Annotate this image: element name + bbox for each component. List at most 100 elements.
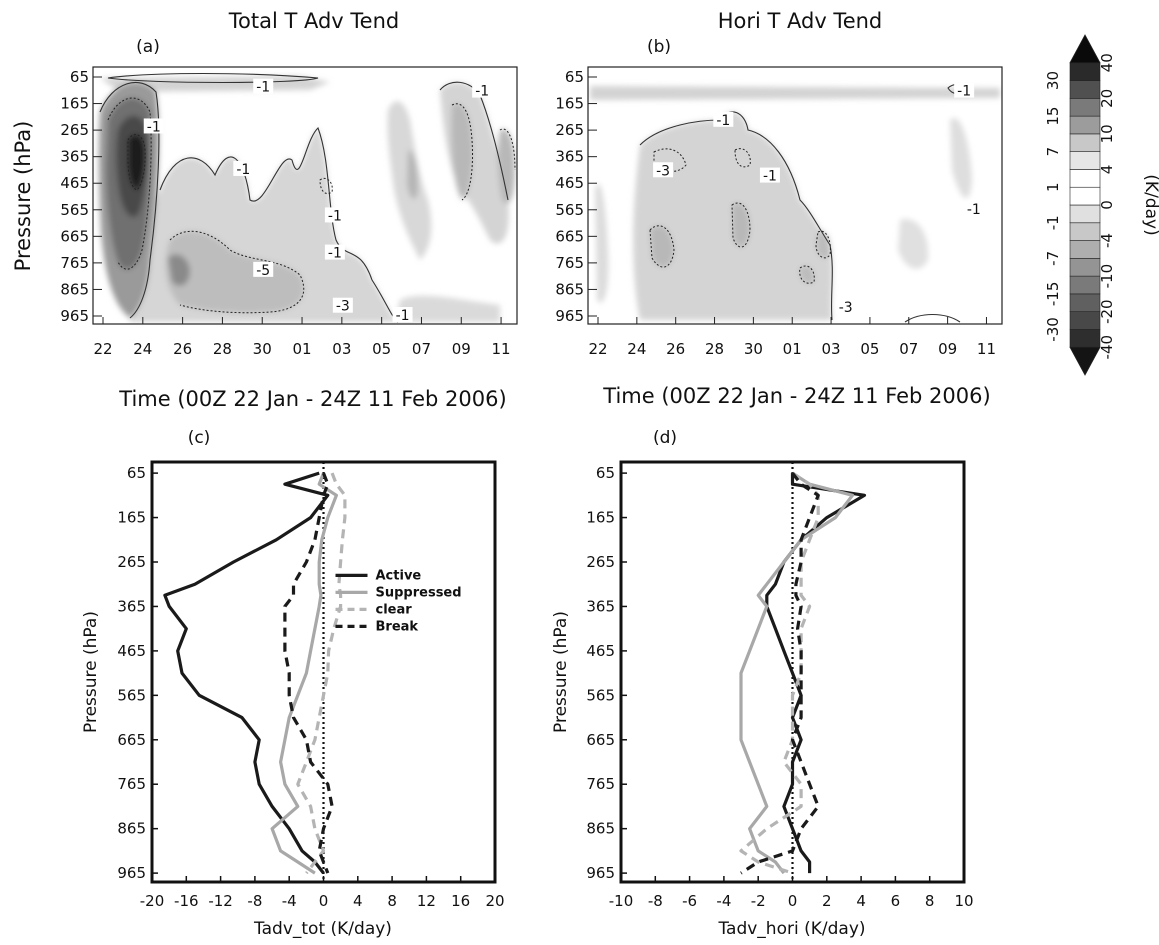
panel-b-xtick-label: 05: [860, 340, 879, 358]
panel-c-series-suppressed: [270, 472, 338, 875]
panel-c-xtick-label: 8: [387, 892, 397, 910]
panel-d-ytick-label: 865: [586, 820, 615, 838]
colorbar-label: -15: [1044, 282, 1062, 307]
panel-d-ytick-label: 65: [596, 464, 615, 482]
panel-a-contour-label-bg: [253, 78, 274, 94]
colorbar-cell: [1069, 222, 1101, 241]
panel-a-xtick-label: 26: [173, 340, 192, 358]
panel-c-xtick-label: 12: [417, 892, 436, 910]
panel-b-contour-label-bg: [835, 299, 856, 315]
panel-b: Hori T Adv Tend (b): [555, 9, 1003, 408]
panel-a-contour-label: -1: [328, 208, 342, 224]
panel-b-title: Hori T Adv Tend: [718, 9, 883, 33]
panel-b-xtick-label: 22: [588, 340, 607, 358]
panel-a-contour-label-bg: [332, 297, 353, 313]
panel-d-series-clear: [739, 471, 820, 875]
panel-b-ytick-label: 765: [555, 254, 584, 272]
panel-a-ytick-label: 565: [60, 201, 89, 219]
panel-b-contour-label: -1: [967, 202, 981, 218]
panel-b-ytick-label: 865: [555, 280, 584, 298]
panel-c-xtick-label: 4: [353, 892, 363, 910]
colorbar-cells: [1069, 34, 1101, 376]
colorbar-title: (K/day): [1141, 174, 1159, 235]
panel-b-y-ticks: 65 165 265 365 465 565 665 765 865 965: [555, 68, 597, 325]
panel-d-y-ticks: 65 165 265 365 465 565 665 765 865 965: [586, 464, 627, 882]
panel-a-xtick-label: 30: [253, 340, 272, 358]
panel-b-contour-label-bg: [713, 111, 734, 127]
panel-b-xtick-label: 11: [977, 340, 996, 358]
colorbar-cell: [1069, 80, 1101, 99]
panel-c-legend: Active Suppressed clear Break: [335, 568, 462, 634]
panel-b-xtick-label: 30: [744, 340, 763, 358]
panel-a-contour-label-bg: [392, 307, 413, 322]
panel-b-contour-label-bg: [653, 162, 674, 178]
panel-a-ytick-label: 465: [60, 174, 89, 192]
panel-c-ytick-label: 665: [117, 731, 146, 749]
panel-d-xtick-label: 4: [856, 892, 866, 910]
panel-c-xtick-label: 0: [319, 892, 329, 910]
panel-a-ytick-label: 665: [60, 227, 89, 245]
panel-d-series-suppressed: [739, 471, 855, 875]
panel-a-ylabel: Pressure (hPa): [11, 121, 35, 272]
panel-b-xtick-label: 01: [783, 340, 802, 358]
panel-a-xlabel: Time (00Z 22 Jan - 24Z 11 Feb 2006): [118, 387, 506, 411]
colorbar-label: -40: [1098, 335, 1116, 360]
panel-d-ytick-label: 465: [586, 642, 615, 660]
colorbar-cell: [1069, 204, 1101, 224]
panel-a-contour-label: -1: [396, 308, 410, 324]
colorbar-label: -7: [1044, 251, 1062, 266]
panel-a-xtick-label: 05: [372, 340, 391, 358]
panel-c-ytick-label: 165: [117, 509, 146, 527]
panel-d-ylabel: Pressure (hPa): [551, 611, 571, 733]
panel-a-ytick-label: 965: [60, 307, 89, 325]
colorbar-label: 20: [1098, 89, 1116, 108]
panel-d-xtick-label: 10: [954, 892, 973, 910]
panel-c-xtick-label: 20: [485, 892, 504, 910]
legend-label-break: Break: [376, 619, 419, 634]
panel-c-ytick-label: 365: [117, 597, 146, 615]
panel-a-contour-label-bg: [143, 118, 164, 134]
panel-b-ytick-label: 65: [565, 68, 584, 86]
panel-d-xtick-label: 8: [925, 892, 935, 910]
colorbar-label: 7: [1044, 147, 1062, 157]
panel-b-contour-label: -1: [716, 113, 730, 129]
panel-a-xtick-label: 09: [452, 340, 471, 358]
panel-a-xtick-label: 22: [93, 340, 112, 358]
panel-b-x-ticks: 22 24 26 28 30 01 03 05 07 09 11: [588, 317, 996, 358]
colorbar-cell: [1069, 240, 1101, 259]
colorbar-label: -1: [1044, 215, 1062, 230]
panel-b-contour-label: -1: [763, 169, 777, 185]
panel-b-contour-label: -3: [839, 300, 853, 316]
panel-a-xtick-label: 07: [412, 340, 431, 358]
panel-a-contour-label-bg: [472, 82, 493, 98]
panel-b-ytick-label: 465: [555, 174, 584, 192]
panel-b-contour-labels: -1 -1 -3 -1 -1 -3: [653, 82, 984, 316]
panel-d-ytick-label: 265: [586, 553, 615, 571]
panel-a-xtick-label: 24: [133, 340, 152, 358]
panel-b-contour-label-bg: [963, 200, 984, 216]
panel-b-ytick-label: 365: [555, 148, 584, 166]
panel-c: (c) 65 165 265 365 465 565 665 765 865 965 -20 -16…: [81, 428, 505, 939]
colorbar-label: -20: [1098, 299, 1116, 324]
panel-a-xtick-label: 11: [492, 340, 511, 358]
panel-d-ytick-label: 165: [586, 509, 615, 527]
colorbar-cell: [1069, 186, 1101, 206]
panel-d-ytick-label: 365: [586, 597, 615, 615]
legend-label-suppressed: Suppressed: [376, 585, 462, 600]
panel-d-xtick-label: -8: [648, 892, 663, 910]
panel-b-xtick-label: 07: [899, 340, 918, 358]
panel-a-ytick-label: 765: [60, 254, 89, 272]
panel-d-xtick-label: -2: [751, 892, 766, 910]
panel-b-contour-label: -3: [656, 163, 670, 179]
panel-d-xtick-label: -4: [716, 892, 731, 910]
panel-c-series: [163, 471, 347, 875]
panel-a-ytick-label: 65: [70, 68, 89, 86]
panel-b-contour-label-bg: [759, 167, 780, 183]
panel-b-xtick-label: 26: [666, 340, 685, 358]
colorbar-cell: [1069, 98, 1101, 117]
panel-a-contour-label-bg: [233, 160, 254, 176]
panel-b-xtick-label: 28: [705, 340, 724, 358]
